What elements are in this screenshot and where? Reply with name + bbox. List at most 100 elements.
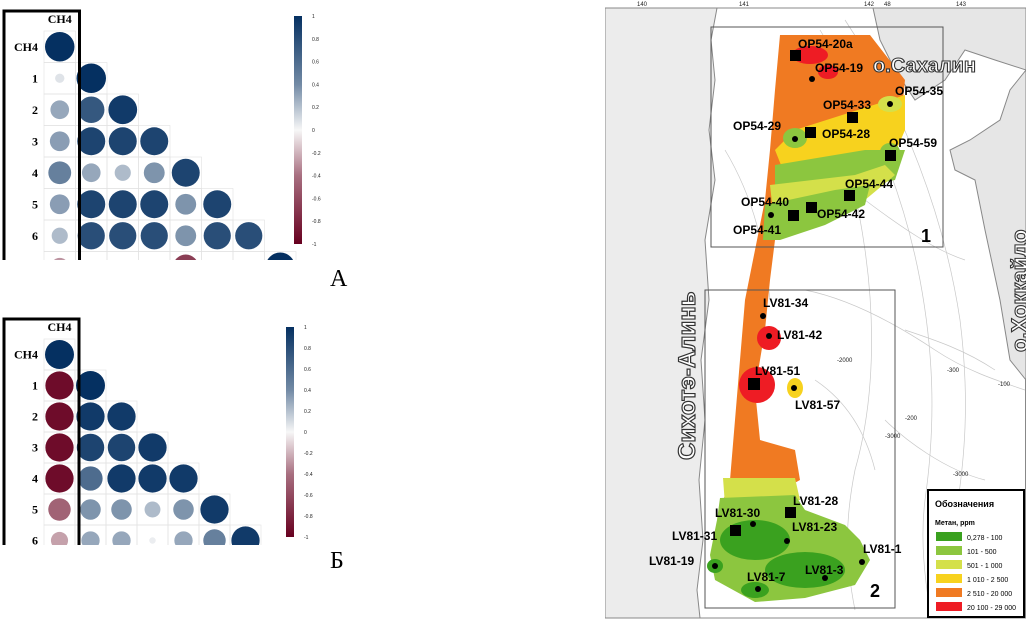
station-marker: [805, 127, 816, 138]
station-label: OP54-35: [895, 84, 943, 98]
hokkaido-island: [949, 69, 1026, 381]
station-label: LV81-51: [755, 364, 800, 378]
station-marker: [785, 507, 796, 518]
sikhote-label: Сихотэ-Алинь: [674, 292, 701, 460]
station-marker: [760, 313, 766, 319]
correlation-circle: [81, 163, 101, 183]
correlation-circle: [77, 127, 106, 156]
legend-swatch: [936, 532, 962, 541]
correlation-circle: [112, 531, 131, 550]
correlation-circle: [48, 161, 72, 185]
color-scale-bar: [286, 327, 294, 537]
station-marker: [768, 212, 774, 218]
station-marker: [784, 538, 790, 544]
correlation-circle: [108, 95, 138, 125]
correlation-circle: [49, 131, 70, 152]
column-header: CH4: [48, 12, 72, 26]
correlation-circle: [149, 537, 156, 544]
correlation-circle: [138, 464, 167, 493]
panel-letter-a: А: [330, 266, 348, 292]
row-label: 4: [32, 472, 38, 486]
color-scale-bar: [294, 16, 302, 244]
legend-swatch: [936, 588, 962, 597]
station-marker: [885, 150, 896, 161]
correlation-circle: [50, 100, 70, 120]
matrix-cell: [232, 251, 265, 284]
station-label: LV81-57: [795, 398, 840, 412]
station-label: LV81-23: [792, 520, 837, 534]
station-marker: [844, 190, 855, 201]
correlation-matrix-b: CH4CH4123456Lac10.80.60.40.20-0.2-0.4-0.…: [0, 315, 330, 593]
stations-box-1: OP54-20a OP54-19 OP54-35 OP54-33 OP54-29…: [733, 37, 943, 237]
correlation-circle: [76, 63, 106, 93]
scale-tick-label: 0.6: [304, 367, 311, 373]
correlation-circle: [50, 531, 69, 550]
correlation-plot-b: CH4CH4123456Lac10.80.60.40.20-0.2-0.4-0.…: [2, 317, 313, 593]
correlation-circle: [114, 164, 131, 181]
correlation-circle: [172, 254, 199, 281]
station-label: OP54-19: [815, 61, 863, 75]
station-marker: [730, 525, 741, 536]
station-marker: [809, 76, 815, 82]
station-marker: [806, 202, 817, 213]
station-label: OP54-33: [823, 98, 871, 112]
station-label: LV81-34: [763, 296, 808, 310]
scale-tick-label: -0.4: [304, 472, 313, 478]
scale-tick-label: 0.8: [304, 346, 311, 352]
scale-tick-label: 0.2: [312, 105, 319, 111]
row-label: 4: [32, 166, 38, 180]
correlation-circle: [50, 257, 70, 277]
correlation-circle: [81, 531, 100, 550]
scale-tick-label: -0.2: [304, 451, 313, 457]
station-label: LV81-28: [793, 494, 838, 508]
station-marker: [859, 559, 865, 565]
correlation-circle: [45, 464, 74, 493]
station-label: OP54-29: [733, 119, 781, 133]
correlation-plot-a: CH4CH4123456Lac10.80.60.40.20-0.2-0.4-0.…: [2, 9, 321, 289]
row-label: 5: [32, 503, 38, 517]
correlation-circle: [78, 96, 105, 123]
map-svg: -2000 -300 -100 -3000 -3000 -200: [593, 0, 1026, 619]
scale-tick-label: -0.2: [312, 151, 321, 157]
scale-tick-label: 1: [312, 14, 315, 20]
station-marker: [791, 385, 797, 391]
station-label: OP54-44: [845, 177, 893, 191]
correlation-circle: [107, 464, 136, 493]
correlation-circle: [76, 371, 105, 400]
station-marker: [712, 563, 718, 569]
legend-item-label: 2 510 - 20 000: [967, 591, 1012, 598]
scale-tick-label: 0.4: [304, 388, 311, 394]
svg-text:142: 142: [864, 2, 875, 8]
station-label: LV81-31: [672, 529, 717, 543]
station-label: OP54-59: [889, 136, 937, 150]
legend-swatch: [936, 546, 962, 555]
scale-tick-label: 0.6: [312, 60, 319, 66]
hokkaido-label: о.Хоккайдо: [1007, 229, 1026, 352]
correlation-matrix-a: CH4CH4123456Lac10.80.60.40.20-0.2-0.4-0.…: [0, 0, 330, 289]
correlation-circle: [140, 222, 168, 250]
row-label: 1: [32, 71, 38, 85]
station-label: LV81-30: [715, 506, 760, 520]
correlation-circle: [45, 32, 75, 62]
legend-subtitle: Метан, ppm: [935, 520, 975, 527]
correlation-circle: [200, 495, 229, 524]
correlation-circle: [138, 433, 167, 462]
contour-labels: -2000 -300 -100 -3000 -3000 -200: [837, 358, 1011, 478]
panel-letter-b: Б: [330, 548, 344, 574]
legend-item-label: 501 - 1 000: [967, 563, 1003, 570]
row-label: 2: [32, 410, 38, 424]
station-marker: [887, 101, 893, 107]
station-marker: [847, 112, 858, 123]
sakhalin-island: [872, 7, 1026, 101]
svg-text:-100: -100: [998, 382, 1011, 388]
correlation-circle: [203, 222, 231, 250]
matrix-cell: [201, 251, 234, 284]
correlation-circle: [107, 433, 136, 462]
correlation-circle: [140, 190, 169, 219]
longitude-ticks: 140 141 142 48 143: [637, 2, 967, 8]
correlation-circle: [45, 433, 74, 462]
scale-tick-label: -1: [304, 535, 309, 541]
correlation-circle: [45, 402, 74, 431]
region-number-2: 2: [870, 581, 880, 601]
station-label: LV81-42: [777, 328, 822, 342]
